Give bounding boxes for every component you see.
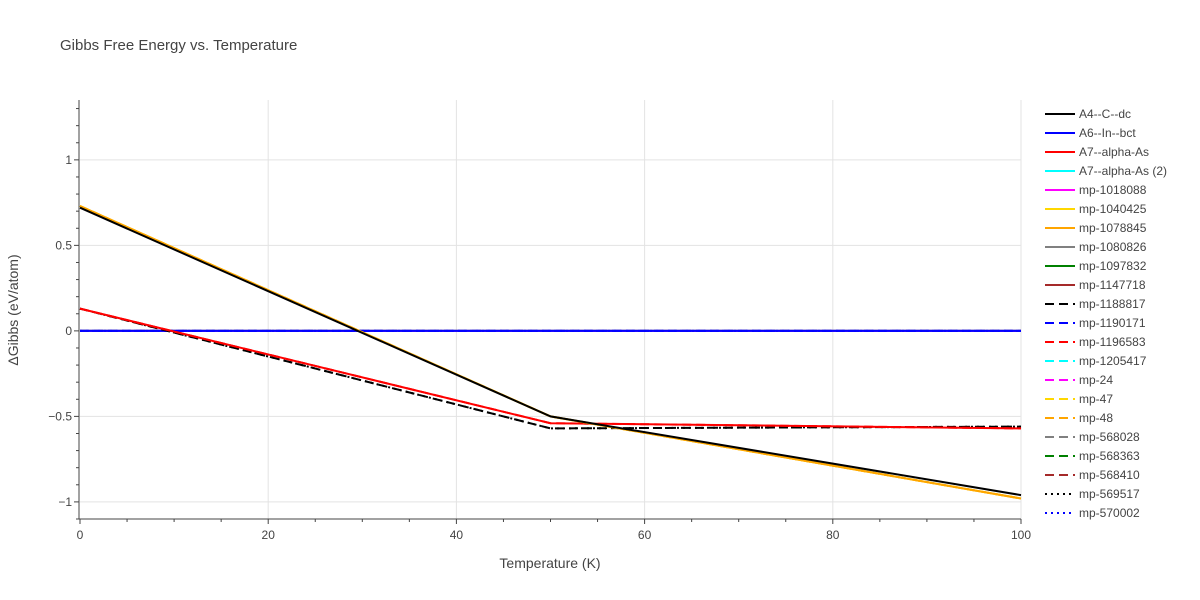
grid-lines <box>80 100 1022 519</box>
legend-item[interactable]: A7--alpha-As <box>1045 145 1149 159</box>
legend-label: A6--In--bct <box>1079 126 1136 140</box>
y-tick-label: −1 <box>58 495 72 509</box>
legend-item[interactable]: mp-1205417 <box>1045 354 1147 368</box>
x-tick-label: 0 <box>77 528 84 542</box>
x-tick-label: 80 <box>826 528 840 542</box>
x-tick-label: 40 <box>450 528 464 542</box>
legend-label: mp-48 <box>1079 411 1113 425</box>
legend-item[interactable]: mp-1097832 <box>1045 259 1147 273</box>
legend-label: mp-1018088 <box>1079 183 1147 197</box>
legend-item[interactable]: mp-568410 <box>1045 468 1140 482</box>
y-tick-labels: 1 0.5 0 −0.5 −1 <box>48 153 72 509</box>
chart-title: Gibbs Free Energy vs. Temperature <box>60 37 297 54</box>
legend-label: mp-47 <box>1079 392 1113 406</box>
legend-label: mp-1040425 <box>1079 202 1147 216</box>
legend-item[interactable]: A4--C--dc <box>1045 107 1131 121</box>
series-line <box>79 307 1022 430</box>
legend-item[interactable]: mp-1196583 <box>1045 335 1146 349</box>
legend-label: mp-1205417 <box>1079 354 1147 368</box>
x-tick-label: 100 <box>1011 528 1031 542</box>
series-line <box>79 205 1022 500</box>
legend-label: mp-1196583 <box>1079 335 1146 349</box>
legend-item[interactable]: mp-48 <box>1045 411 1113 425</box>
legend-item[interactable]: mp-1190171 <box>1045 316 1146 330</box>
legend-item[interactable]: mp-1080826 <box>1045 240 1147 254</box>
legend-label: A7--alpha-As (2) <box>1079 164 1167 178</box>
y-axis-title: ΔGibbs (eV/atom) <box>5 254 21 365</box>
legend-item[interactable]: mp-570002 <box>1045 506 1140 520</box>
series-lines <box>79 205 1022 500</box>
legend-item[interactable]: mp-569517 <box>1045 487 1140 501</box>
legend-label: mp-1097832 <box>1079 259 1147 273</box>
series-line <box>79 206 1022 497</box>
legend-label: mp-569517 <box>1079 487 1140 501</box>
legend-label: mp-1188817 <box>1079 297 1146 311</box>
series-line <box>79 205 1022 500</box>
legend-label: mp-1078845 <box>1079 221 1147 235</box>
series-line <box>79 307 1022 430</box>
legend-label: mp-1080826 <box>1079 240 1147 254</box>
series-line <box>79 307 1022 430</box>
legend-item[interactable]: A6--In--bct <box>1045 126 1136 140</box>
legend-item[interactable]: A7--alpha-As (2) <box>1045 164 1167 178</box>
series-line <box>79 205 1022 500</box>
series-line <box>79 205 1022 500</box>
legend-label: mp-568028 <box>1079 430 1140 444</box>
legend-label: mp-568410 <box>1079 468 1140 482</box>
x-axis-title: Temperature (K) <box>499 555 600 571</box>
legend-label: mp-570002 <box>1079 506 1140 520</box>
legend-label: mp-568363 <box>1079 449 1140 463</box>
legend-item[interactable]: mp-1040425 <box>1045 202 1147 216</box>
y-tick-label: 1 <box>65 153 72 167</box>
legend: A4--C--dc A6--In--bct A7--alpha-As A7--alph… <box>1045 107 1167 520</box>
y-tick-label: −0.5 <box>48 409 72 423</box>
x-tick-label: 20 <box>262 528 276 542</box>
legend-label: mp-24 <box>1079 373 1113 387</box>
legend-label: mp-1147718 <box>1079 278 1146 292</box>
legend-item[interactable]: mp-1188817 <box>1045 297 1146 311</box>
series-line <box>79 307 1022 430</box>
x-tick-label: 60 <box>638 528 652 542</box>
legend-label: mp-1190171 <box>1079 316 1146 330</box>
legend-item[interactable]: mp-24 <box>1045 373 1113 387</box>
legend-item[interactable]: mp-568363 <box>1045 449 1140 463</box>
legend-item[interactable]: mp-568028 <box>1045 430 1140 444</box>
legend-item[interactable]: mp-1147718 <box>1045 278 1146 292</box>
axes <box>74 100 1022 524</box>
legend-label: A7--alpha-As <box>1079 145 1149 159</box>
y-tick-label: 0 <box>65 324 72 338</box>
x-tick-labels: 0 20 40 60 80 100 <box>77 528 1032 542</box>
legend-item[interactable]: mp-47 <box>1045 392 1113 406</box>
legend-label: A4--C--dc <box>1079 107 1131 121</box>
y-tick-label: 0.5 <box>55 238 72 252</box>
legend-item[interactable]: mp-1018088 <box>1045 183 1147 197</box>
legend-item[interactable]: mp-1078845 <box>1045 221 1147 235</box>
